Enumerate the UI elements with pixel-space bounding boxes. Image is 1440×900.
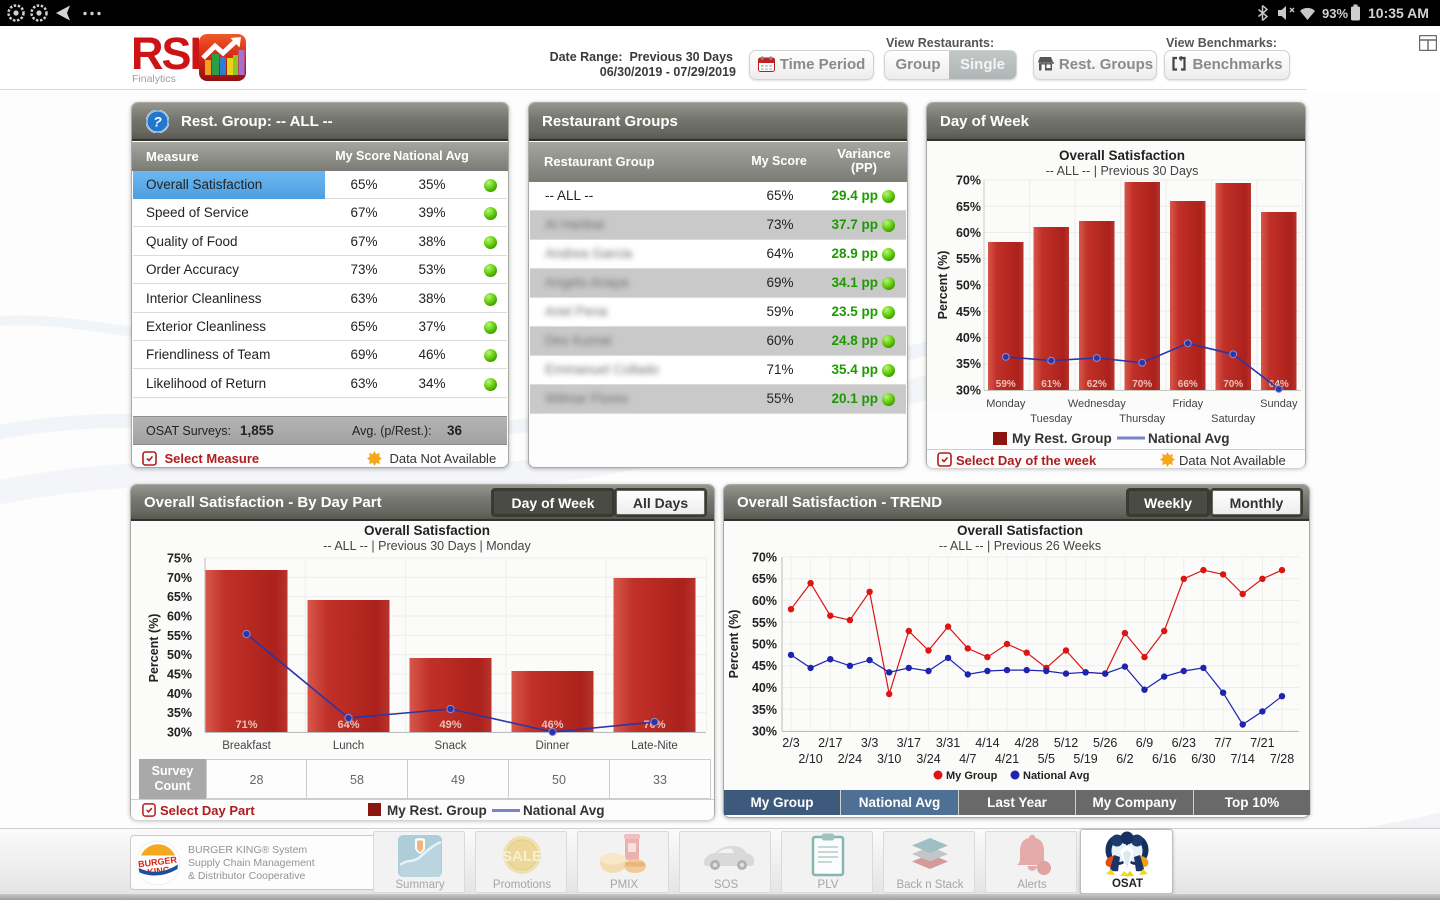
svg-text:Tuesday: Tuesday: [1030, 413, 1072, 425]
svg-text:62%: 62%: [1087, 379, 1107, 390]
svg-text:46%: 46%: [541, 719, 563, 731]
svg-text:30%: 30%: [956, 384, 981, 398]
svg-text:5/26: 5/26: [1093, 736, 1117, 750]
svg-text:5/12: 5/12: [1054, 736, 1078, 750]
svg-text:70%: 70%: [752, 551, 777, 565]
svg-text:50%: 50%: [752, 638, 777, 652]
svg-text:71%: 71%: [235, 719, 257, 731]
svg-text:National Avg: National Avg: [1148, 431, 1230, 446]
svg-text:40%: 40%: [956, 331, 981, 345]
svg-text:Sunday: Sunday: [1260, 398, 1298, 410]
svg-text:40%: 40%: [752, 681, 777, 695]
svg-text:61%: 61%: [1041, 379, 1061, 390]
svg-text:50%: 50%: [956, 279, 981, 293]
svg-text:66%: 66%: [1178, 379, 1198, 390]
svg-text:7/21: 7/21: [1250, 736, 1274, 750]
svg-text:70%: 70%: [1132, 379, 1152, 390]
svg-text:Percent (%): Percent (%): [936, 251, 950, 320]
svg-text:3/3: 3/3: [861, 736, 878, 750]
svg-text:My Rest. Group: My Rest. Group: [1012, 431, 1112, 446]
svg-text:45%: 45%: [956, 305, 981, 319]
svg-text:65%: 65%: [956, 200, 981, 214]
svg-text:6/16: 6/16: [1152, 752, 1176, 766]
svg-text:2/17: 2/17: [818, 736, 842, 750]
svg-text:Monday: Monday: [986, 398, 1026, 410]
svg-text:Friday: Friday: [1173, 398, 1204, 410]
svg-text:35%: 35%: [167, 706, 192, 720]
svg-text:Overall Satisfaction: Overall Satisfaction: [1059, 148, 1185, 163]
svg-text:3/17: 3/17: [897, 736, 921, 750]
svg-text:?: ?: [153, 114, 162, 130]
svg-text:59%: 59%: [996, 379, 1016, 390]
svg-text:45%: 45%: [752, 659, 777, 673]
svg-text:-- ALL -- | Previous 26 Weeks: -- ALL -- | Previous 26 Weeks: [939, 539, 1101, 553]
svg-text:4/14: 4/14: [975, 736, 999, 750]
svg-text:-- ALL -- | Previous 30 Days: -- ALL -- | Previous 30 Days: [1046, 164, 1199, 178]
svg-text:64%: 64%: [1269, 379, 1289, 390]
svg-text:Percent (%): Percent (%): [147, 614, 161, 683]
svg-text:National Avg: National Avg: [1023, 770, 1089, 782]
svg-text:2/24: 2/24: [838, 752, 862, 766]
svg-text:30%: 30%: [167, 726, 192, 740]
svg-text:7/14: 7/14: [1231, 752, 1255, 766]
svg-text:BURGER: BURGER: [138, 855, 178, 870]
svg-text:Dinner: Dinner: [536, 740, 570, 752]
svg-text:-- ALL -- | Previous 30 Days |: -- ALL -- | Previous 30 Days | Monday: [323, 539, 531, 553]
svg-text:Saturday: Saturday: [1211, 413, 1256, 425]
svg-text:70%: 70%: [956, 174, 981, 188]
svg-text:49%: 49%: [439, 719, 461, 731]
svg-text:60%: 60%: [167, 610, 192, 624]
svg-text:40%: 40%: [167, 687, 192, 701]
svg-text:5/19: 5/19: [1073, 752, 1097, 766]
svg-text:35%: 35%: [752, 703, 777, 717]
svg-text:6/30: 6/30: [1191, 752, 1215, 766]
svg-text:35%: 35%: [956, 357, 981, 371]
svg-text:SALE: SALE: [502, 848, 542, 865]
svg-text:3/31: 3/31: [936, 736, 960, 750]
svg-text:Overall Satisfaction: Overall Satisfaction: [364, 523, 490, 538]
svg-text:Snack: Snack: [435, 740, 467, 752]
svg-text:50%: 50%: [167, 648, 192, 662]
svg-text:4/28: 4/28: [1015, 736, 1039, 750]
svg-text:2/3: 2/3: [782, 736, 799, 750]
svg-text:64%: 64%: [337, 719, 359, 731]
svg-text:Percent (%): Percent (%): [727, 610, 741, 679]
svg-text:55%: 55%: [752, 616, 777, 630]
svg-text:75%: 75%: [167, 552, 192, 566]
svg-text:45%: 45%: [167, 668, 192, 682]
svg-text:4/7: 4/7: [959, 752, 976, 766]
svg-text:70%: 70%: [1223, 379, 1243, 390]
svg-text:10:35 AM: 10:35 AM: [1368, 5, 1429, 21]
svg-text:Breakfast: Breakfast: [222, 740, 271, 752]
svg-text:2/10: 2/10: [798, 752, 822, 766]
svg-text:Thursday: Thursday: [1119, 413, 1165, 425]
svg-text:3/10: 3/10: [877, 752, 901, 766]
svg-text:30%: 30%: [752, 725, 777, 739]
svg-text:60%: 60%: [752, 594, 777, 608]
svg-text:6/9: 6/9: [1136, 736, 1153, 750]
svg-text:60%: 60%: [956, 226, 981, 240]
svg-text:6/23: 6/23: [1172, 736, 1196, 750]
svg-text:55%: 55%: [167, 629, 192, 643]
svg-text:Late-Nite: Late-Nite: [631, 740, 678, 752]
svg-text:Overall Satisfaction: Overall Satisfaction: [957, 523, 1083, 538]
svg-text:My Group: My Group: [946, 770, 998, 782]
svg-text:70%: 70%: [167, 571, 192, 585]
svg-text:55%: 55%: [956, 252, 981, 266]
svg-text:Wednesday: Wednesday: [1068, 398, 1126, 410]
svg-text:5/5: 5/5: [1038, 752, 1055, 766]
svg-text:65%: 65%: [167, 590, 192, 604]
svg-text:7/28: 7/28: [1270, 752, 1294, 766]
svg-text:65%: 65%: [752, 572, 777, 586]
svg-text:4/21: 4/21: [995, 752, 1019, 766]
svg-text:93%: 93%: [1322, 6, 1348, 21]
svg-text:6/2: 6/2: [1116, 752, 1133, 766]
svg-text:3/24: 3/24: [916, 752, 940, 766]
svg-text:Lunch: Lunch: [333, 740, 364, 752]
svg-text:7/7: 7/7: [1214, 736, 1231, 750]
